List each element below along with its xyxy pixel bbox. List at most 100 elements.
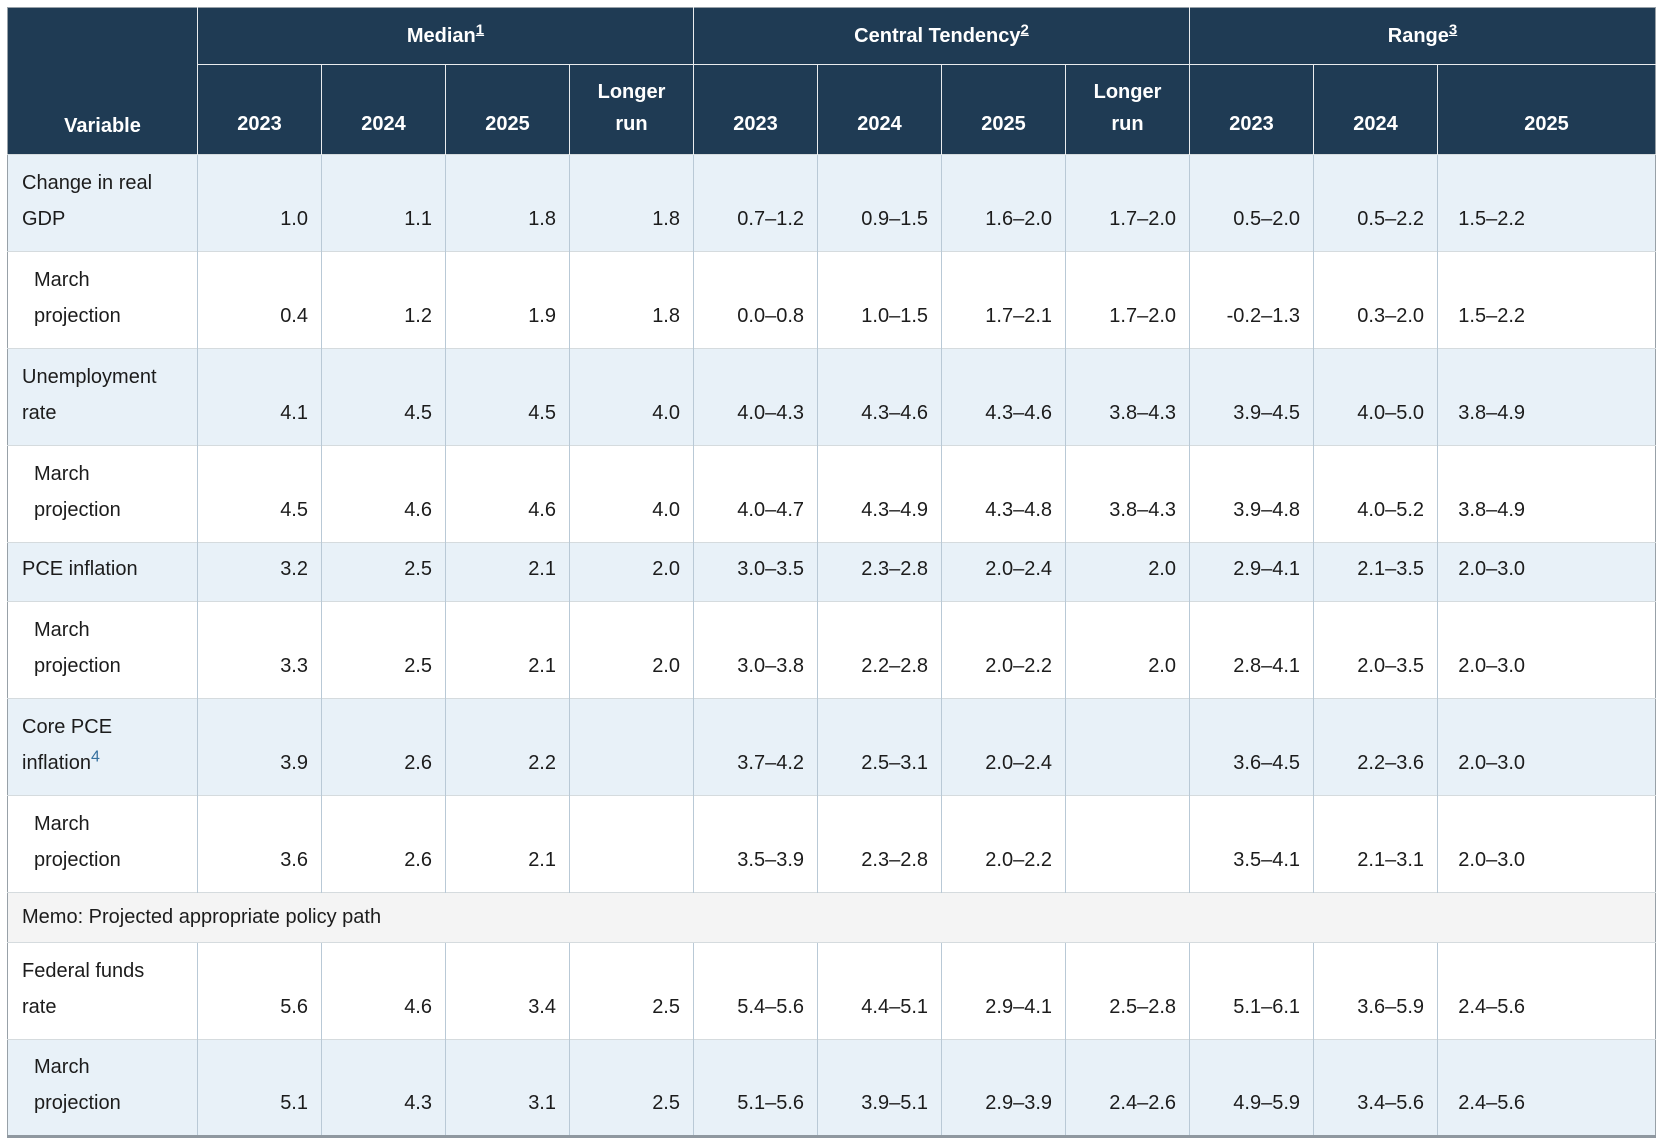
value-cell: 2.9–4.1 [941,942,1066,1040]
footnote-link-3[interactable]: 3 [1448,20,1458,38]
memo-label: Memo: Projected appropriate policy path [7,892,1656,943]
footnote-link-2[interactable]: 2 [1020,20,1029,38]
value-cell: 2.6 [321,795,446,893]
value-cell: 3.6–5.9 [1313,942,1438,1040]
value-cell: 4.5 [321,348,446,446]
value-cell: 3.8–4.9 [1437,445,1656,543]
value-cell: 4.6 [321,445,446,543]
footnote-link-1[interactable]: 1 [475,20,485,38]
year-header: 2024 [321,64,446,155]
value-cell: 1.5–2.2 [1437,251,1656,349]
value-cell: 4.3–4.6 [941,348,1066,446]
value-cell: 1.8 [445,154,570,252]
value-cell [569,795,694,893]
value-cell: 3.4–5.6 [1313,1039,1438,1137]
memo-row: Memo: Projected appropriate policy path [7,892,1656,943]
row-label: March projection [7,601,198,699]
value-cell: 2.8–4.1 [1189,601,1314,699]
value-cell: 2.0 [1065,601,1190,699]
value-cell: 1.8 [569,154,694,252]
row-label: March projection [7,795,198,893]
table-row: March projection 3.3 2.5 2.1 2.0 3.0–3.8 2.2–2… [7,601,1656,699]
table-row: March projection 4.5 4.6 4.6 4.0 4.0–4.7 4.3–4… [7,445,1656,543]
value-cell: 4.4–5.1 [817,942,942,1040]
group-header-row: Variable Median1 Central Tendency2 Range3 [7,7,1656,155]
value-cell: 2.1 [445,795,570,893]
value-cell: 3.4 [445,942,570,1040]
value-cell: 3.6 [197,795,322,893]
value-cell: 3.5–4.1 [1189,795,1314,893]
value-cell: 4.6 [445,445,570,543]
table-row: March projection 3.6 2.6 2.1 3.5–3.9 2.3–2.8 2… [7,795,1656,893]
value-cell: 3.0–3.8 [693,601,818,699]
year-header: Longer run [569,64,694,155]
value-cell: 5.1–5.6 [693,1039,818,1137]
row-label: Federal funds rate [7,942,198,1040]
value-cell: 2.0 [569,542,694,602]
value-cell: 2.4–5.6 [1437,1039,1656,1137]
value-cell [1065,698,1190,796]
value-cell: 4.3–4.6 [817,348,942,446]
value-cell: 1.7–2.0 [1065,154,1190,252]
year-header: 2025 [445,64,570,155]
row-label: March projection [7,251,198,349]
value-cell: 2.4–2.6 [1065,1039,1190,1137]
value-cell: 2.5 [569,942,694,1040]
value-cell: 2.1 [445,542,570,602]
value-cell: 2.2–3.6 [1313,698,1438,796]
value-cell: 4.5 [197,445,322,543]
value-cell: 5.4–5.6 [693,942,818,1040]
table-row: Change in real GDP 1.0 1.1 1.8 1.8 0.7–1.2 0.9… [7,154,1656,252]
value-cell: 0.7–1.2 [693,154,818,252]
value-cell: 3.6–4.5 [1189,698,1314,796]
value-cell: 3.8–4.9 [1437,348,1656,446]
value-cell: 2.5 [569,1039,694,1137]
value-cell: 3.5–3.9 [693,795,818,893]
value-cell: 2.3–2.8 [817,795,942,893]
value-cell: 1.0–1.5 [817,251,942,349]
value-cell: 3.9–4.5 [1189,348,1314,446]
value-cell: 1.1 [321,154,446,252]
value-cell: 1.8 [569,251,694,349]
value-cell: 4.0–4.7 [693,445,818,543]
table-row: PCE inflation 3.2 2.5 2.1 2.0 3.0–3.5 2.3–2.8 2… [7,542,1656,602]
value-cell [569,698,694,796]
value-cell: 2.0–3.0 [1437,698,1656,796]
value-cell: 2.9–4.1 [1189,542,1314,602]
value-cell: 2.9–3.9 [941,1039,1066,1137]
value-cell: 3.9 [197,698,322,796]
value-cell: 5.1–6.1 [1189,942,1314,1040]
value-cell: 2.4–5.6 [1437,942,1656,1040]
value-cell: 2.5–2.8 [1065,942,1190,1040]
value-cell: -0.2–1.3 [1189,251,1314,349]
value-cell: 2.1 [445,601,570,699]
table-row: Unemployment rate 4.1 4.5 4.5 4.0 4.0–4.3 4.3–… [7,348,1656,446]
footnote-link-4[interactable]: 4 [90,748,100,766]
value-cell: 2.5 [321,601,446,699]
value-cell: 4.3 [321,1039,446,1137]
value-cell: 2.3–2.8 [817,542,942,602]
value-cell: 3.8–4.3 [1065,348,1190,446]
value-cell: 0.9–1.5 [817,154,942,252]
value-cell: 2.0–2.2 [941,601,1066,699]
table-body: Change in real GDP 1.0 1.1 1.8 1.8 0.7–1.2 0.9… [7,154,1656,1137]
value-cell: 2.0–2.4 [941,542,1066,602]
value-cell: 2.6 [321,698,446,796]
value-cell: 4.0 [569,445,694,543]
value-cell: 4.1 [197,348,322,446]
value-cell: 4.3–4.9 [817,445,942,543]
value-cell: 0.5–2.0 [1189,154,1314,252]
value-cell: 1.2 [321,251,446,349]
value-cell: 2.0–3.0 [1437,601,1656,699]
year-header: 2023 [693,64,818,155]
value-cell: 1.9 [445,251,570,349]
year-header: 2023 [197,64,322,155]
year-header: 2025 [941,64,1066,155]
value-cell: 2.0–2.2 [941,795,1066,893]
row-label: PCE inflation [7,542,198,602]
value-cell: 3.1 [445,1039,570,1137]
table-header: Variable Median1 Central Tendency2 Range3 … [7,7,1656,155]
value-cell: 4.3–4.8 [941,445,1066,543]
value-cell [1065,795,1190,893]
value-cell: 4.6 [321,942,446,1040]
